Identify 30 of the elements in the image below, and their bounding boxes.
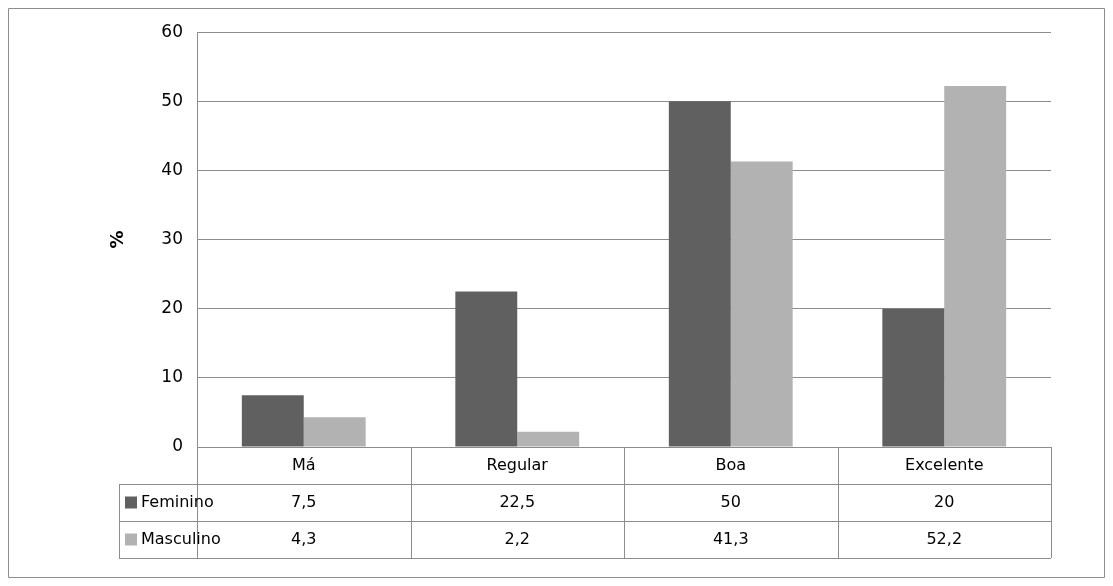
bar [882,308,945,447]
bar [730,161,793,447]
y-tick-label: 50 [161,89,183,110]
data-label: 50 [720,491,741,511]
legend-label: Masculino [141,528,221,548]
bar [303,417,366,447]
y-axis-title: % [106,230,128,249]
y-tick-label: 10 [161,366,183,387]
bar [668,101,731,447]
y-tick-label: 60 [161,20,183,41]
bar [517,431,580,447]
y-tick-label: 30 [161,228,183,249]
data-label: 52,2 [926,528,963,548]
data-label: 7,5 [291,491,317,511]
data-label: 20 [934,491,955,511]
bar [944,86,1007,447]
data-label: 22,5 [499,491,536,511]
data-label: 2,2 [504,528,530,548]
data-label: 4,3 [291,528,317,548]
bar [455,291,518,447]
y-tick-label: 0 [172,435,183,456]
x-tick-label: Boa [715,454,747,474]
y-tick-label: 40 [161,158,183,179]
x-tick-label: Excelente [905,454,984,474]
x-tick-label: Regular [486,454,549,474]
x-tick-label: Má [291,454,316,474]
legend-label: Feminino [141,491,214,511]
y-tick-label: 20 [161,297,183,318]
bar [241,395,304,447]
data-label: 41,3 [712,528,749,548]
